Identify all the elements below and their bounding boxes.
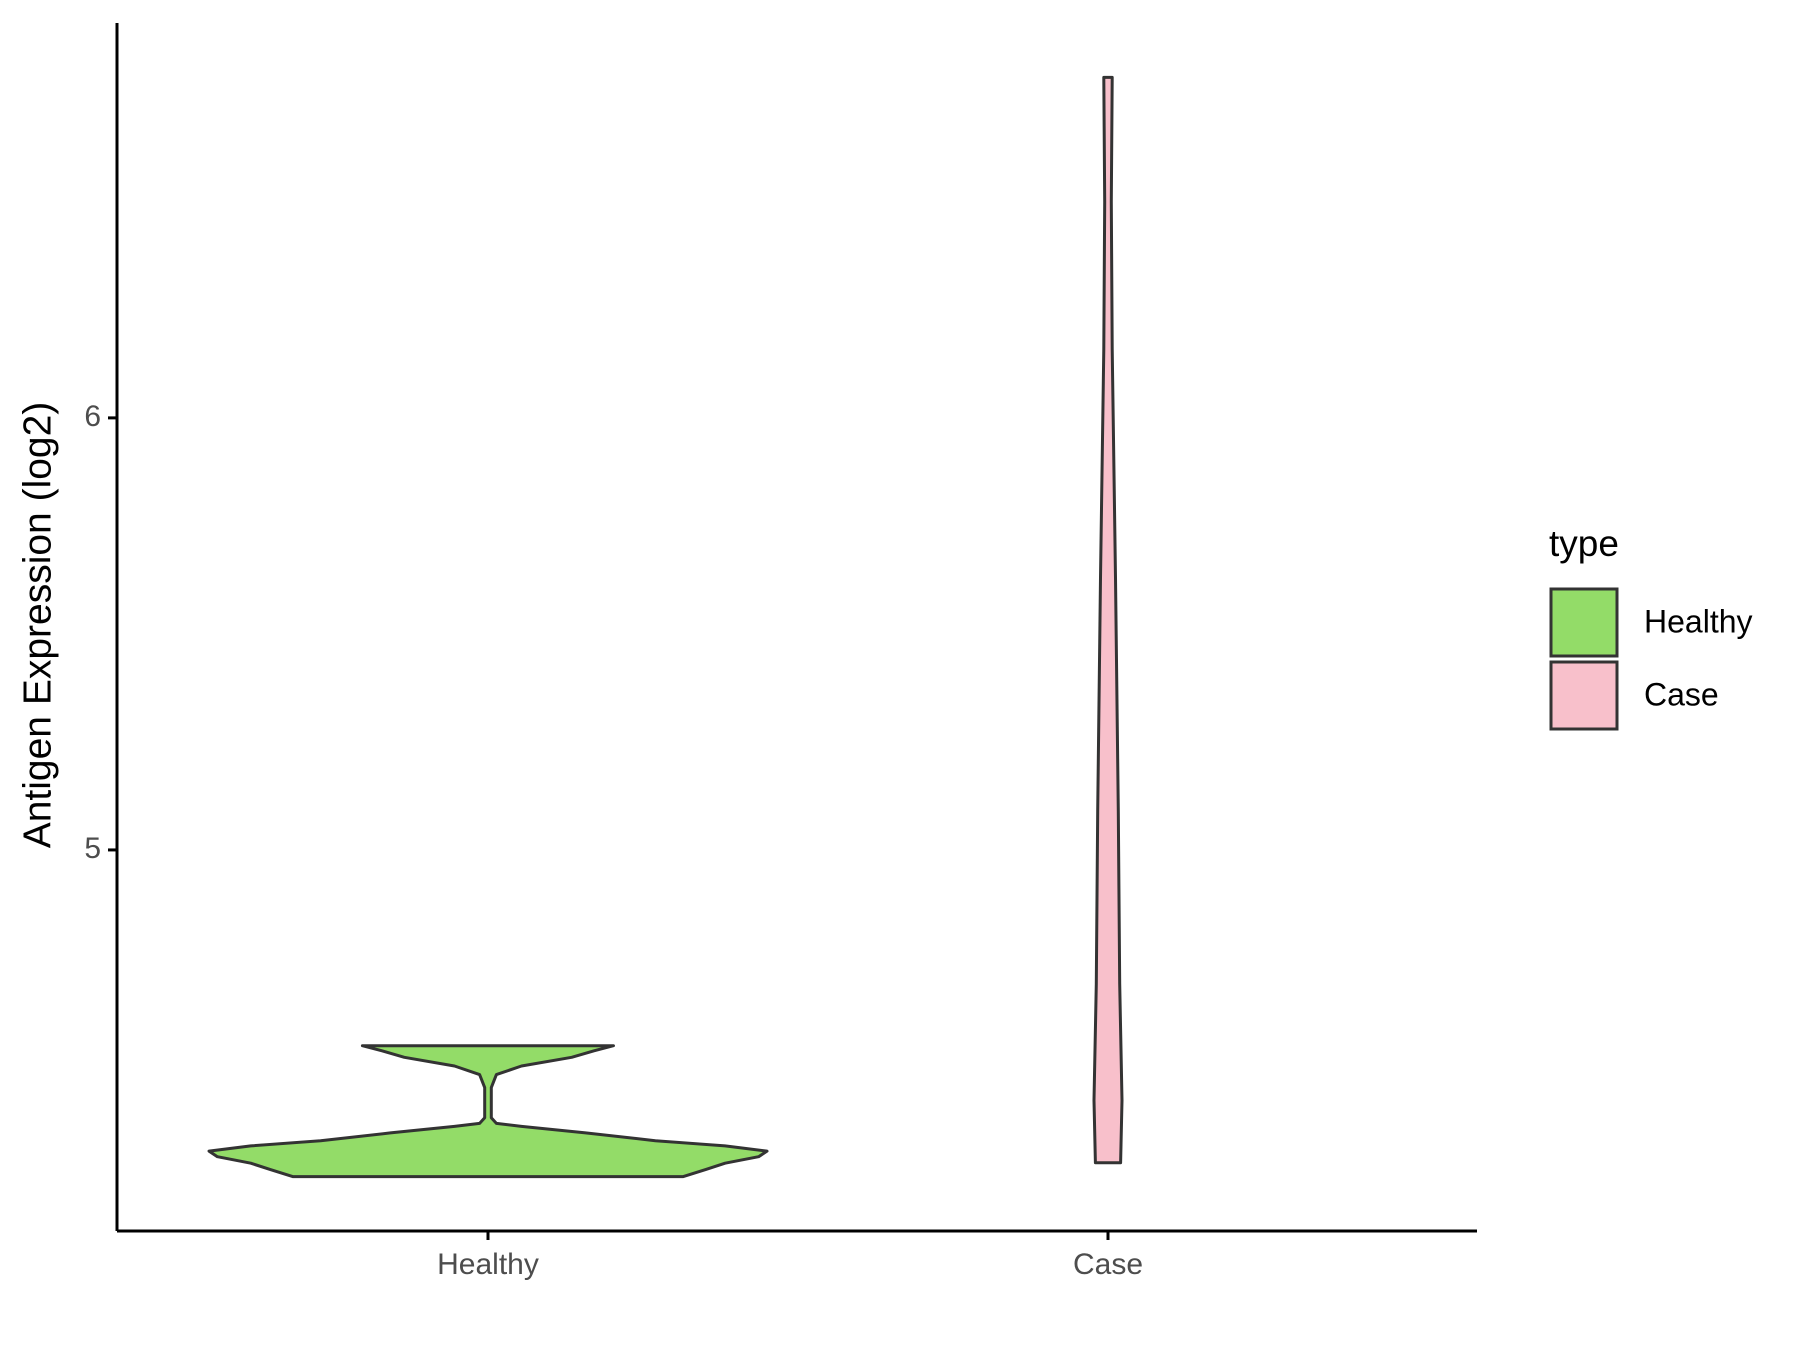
y-tick-label: 5	[84, 832, 101, 865]
violin	[1092, 75, 1124, 1165]
x-tick-label: Case	[1073, 1248, 1143, 1281]
x-tick-label: Healthy	[437, 1248, 539, 1281]
legend-label: Case	[1644, 676, 1719, 712]
legend-key	[1549, 660, 1619, 731]
violin	[207, 1044, 769, 1179]
legend-label: Healthy	[1644, 603, 1753, 639]
legend-title: type	[1549, 523, 1619, 564]
legend-key	[1549, 587, 1619, 658]
y-tick-label: 6	[84, 400, 101, 433]
y-axis-title: Antigen Expression (log2)	[16, 402, 59, 849]
